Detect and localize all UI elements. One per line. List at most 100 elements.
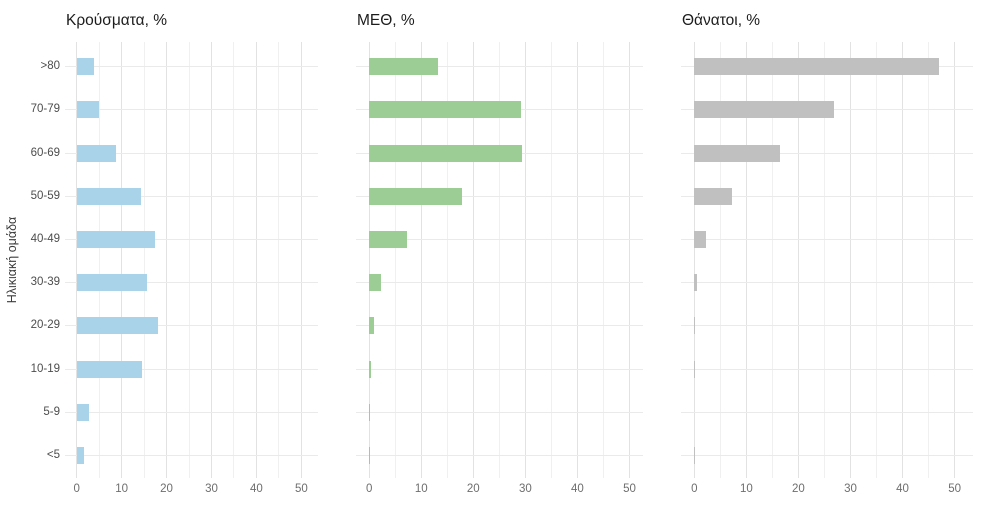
gridline-major bbox=[629, 42, 630, 478]
y-axis-tick-label: 60-69 bbox=[30, 146, 60, 159]
bar bbox=[76, 447, 85, 465]
bar bbox=[369, 403, 371, 421]
bar bbox=[694, 187, 733, 205]
x-axis-tick-label: 10 bbox=[115, 483, 129, 495]
x-axis-tick-label: 40 bbox=[571, 483, 584, 495]
gridline-category bbox=[65, 368, 318, 370]
bar bbox=[369, 144, 523, 162]
gridline-minor bbox=[394, 42, 396, 478]
bar bbox=[369, 447, 371, 465]
panel-title-cases: Κρούσματα, % bbox=[66, 12, 167, 29]
gridline-minor bbox=[876, 42, 877, 478]
y-axis-tick-label: <5 bbox=[46, 449, 60, 462]
panel-title-deaths: Θάνατοι, % bbox=[682, 12, 761, 29]
gridline-category bbox=[65, 66, 318, 68]
bar bbox=[76, 144, 117, 162]
gridline-minor bbox=[446, 42, 448, 478]
x-axis-tick-label: 20 bbox=[466, 483, 480, 495]
gridline-category bbox=[356, 282, 643, 284]
gridline-category bbox=[65, 282, 318, 284]
bar bbox=[694, 274, 698, 292]
gridline-minor bbox=[143, 42, 145, 478]
y-axis-title: Ηλικιακή ομάδα bbox=[5, 216, 19, 304]
x-axis-tick-label: 40 bbox=[250, 483, 263, 495]
x-axis-tick-label: 50 bbox=[948, 483, 961, 495]
x-axis-tick-label: 20 bbox=[792, 483, 805, 495]
gridline-major bbox=[300, 42, 302, 478]
x-axis-tick-label: 50 bbox=[623, 483, 636, 495]
gridline-major bbox=[902, 42, 904, 478]
y-axis-tick-label: 70-79 bbox=[30, 103, 60, 116]
x-axis-tick-label: 50 bbox=[294, 483, 308, 495]
gridline-category bbox=[356, 411, 643, 413]
bar bbox=[369, 101, 522, 119]
gridline-category bbox=[356, 66, 643, 68]
gridline-major bbox=[368, 42, 370, 478]
gridline-minor bbox=[823, 42, 825, 478]
gridline-category bbox=[681, 282, 973, 284]
bar bbox=[694, 360, 695, 378]
gridline-major bbox=[849, 42, 851, 478]
bar bbox=[369, 231, 408, 249]
gridline-major bbox=[797, 42, 799, 478]
gridline-category bbox=[681, 411, 973, 413]
bar bbox=[76, 274, 147, 292]
gridline-major bbox=[472, 42, 474, 478]
x-axis-tick-label: 0 bbox=[691, 483, 698, 495]
gridline-minor bbox=[498, 42, 500, 478]
gridline-major bbox=[121, 42, 123, 478]
bar bbox=[694, 231, 707, 249]
y-axis-tick-label: 20-29 bbox=[30, 319, 60, 332]
gridline-major bbox=[76, 42, 78, 478]
x-axis-tick-label: 10 bbox=[739, 483, 753, 495]
gridline-category bbox=[65, 239, 318, 241]
gridline-minor bbox=[771, 42, 773, 478]
y-axis-tick-label: 50-59 bbox=[30, 189, 60, 202]
gridline-major bbox=[954, 42, 956, 478]
gridline-category bbox=[356, 368, 643, 370]
bar bbox=[369, 274, 382, 292]
gridline-minor bbox=[928, 42, 930, 478]
x-axis-tick-label: 30 bbox=[205, 483, 218, 495]
x-axis-tick-label: 40 bbox=[896, 483, 909, 495]
gridline-major bbox=[420, 42, 422, 478]
gridline-category bbox=[65, 152, 318, 154]
gridline-category bbox=[356, 455, 643, 457]
gridline-minor bbox=[98, 42, 100, 478]
y-axis-tick-label: 10-19 bbox=[30, 362, 60, 375]
gridline-category bbox=[65, 411, 318, 413]
bar bbox=[369, 360, 371, 378]
gridline-major bbox=[693, 42, 695, 478]
y-axis-tick-label: 30-39 bbox=[30, 276, 60, 289]
gridline-category bbox=[681, 325, 973, 327]
bar bbox=[369, 58, 439, 76]
gridline-category bbox=[65, 325, 318, 327]
gridline-category bbox=[681, 239, 973, 241]
bar bbox=[76, 360, 142, 378]
y-axis-tick-label: 5-9 bbox=[43, 405, 60, 418]
bar bbox=[694, 447, 695, 465]
gridline-major bbox=[255, 42, 257, 478]
x-axis-tick-label: 0 bbox=[73, 483, 80, 495]
x-axis-tick-label: 30 bbox=[518, 483, 532, 495]
gridline-category bbox=[356, 195, 643, 197]
gridline-minor bbox=[602, 42, 604, 478]
bar bbox=[694, 317, 695, 335]
gridline-category bbox=[681, 152, 973, 154]
gridline-major bbox=[576, 42, 578, 478]
bar bbox=[76, 187, 141, 205]
gridline-category bbox=[356, 325, 643, 327]
gridline-category bbox=[681, 195, 973, 197]
x-axis-tick-label: 0 bbox=[365, 483, 373, 495]
bar bbox=[369, 187, 463, 205]
y-axis-tick-label: 40-49 bbox=[30, 233, 60, 246]
bar bbox=[694, 101, 835, 119]
x-axis-tick-label: 20 bbox=[160, 483, 173, 495]
x-axis-tick-label: 10 bbox=[414, 483, 428, 495]
bar bbox=[76, 403, 90, 421]
gridline-minor bbox=[719, 42, 721, 478]
x-axis-tick-label: 30 bbox=[844, 483, 857, 495]
gridline-minor bbox=[278, 42, 280, 478]
gridline-category bbox=[65, 195, 318, 197]
gridline-major bbox=[166, 42, 168, 478]
